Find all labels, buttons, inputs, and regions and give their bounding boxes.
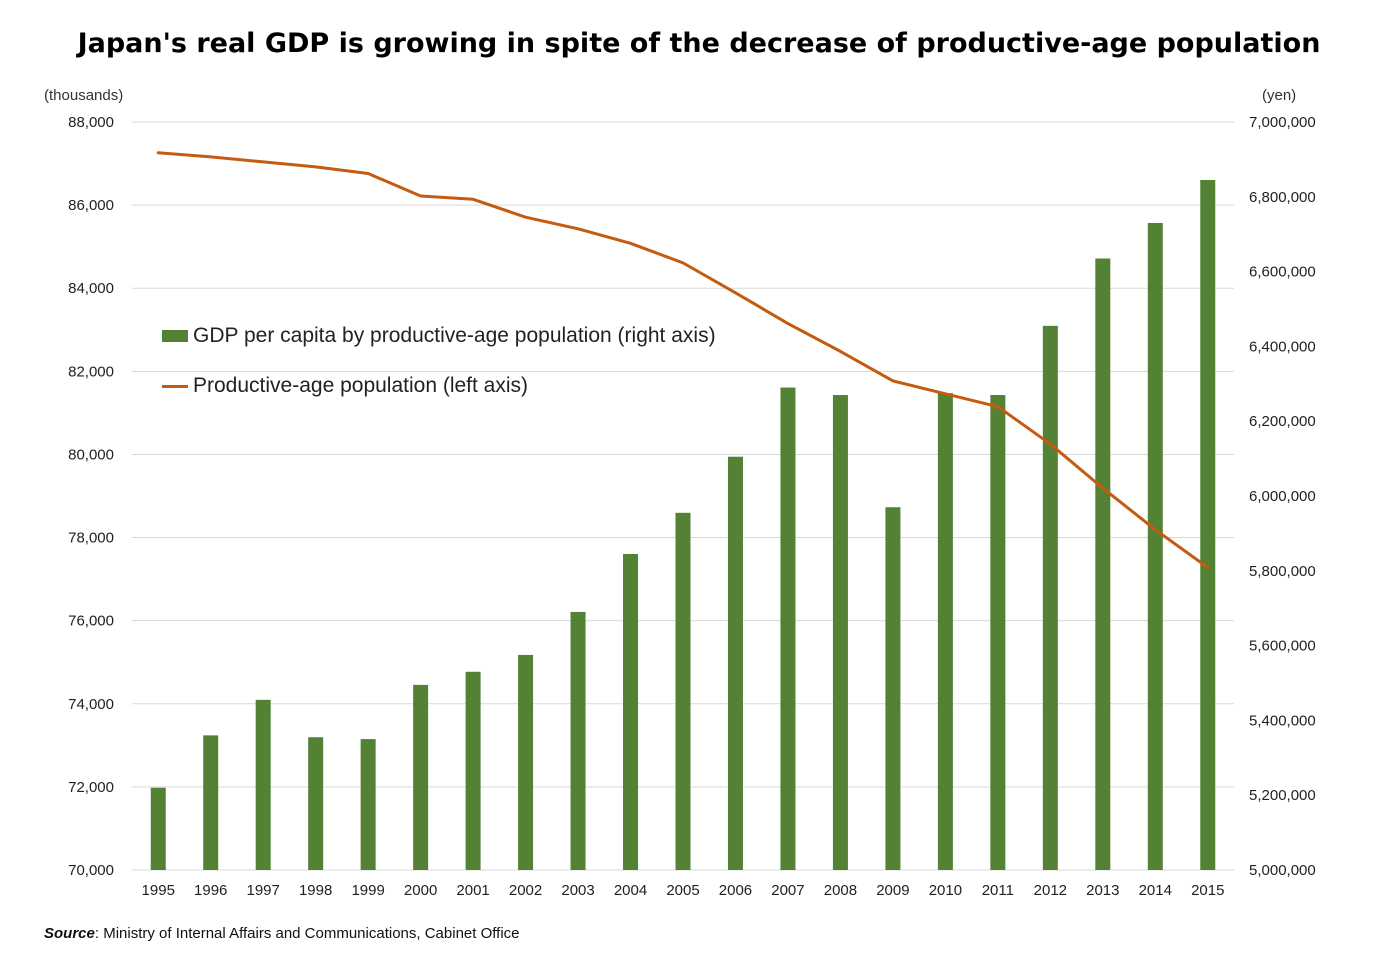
x-tick-label: 2011 (982, 882, 1014, 899)
bar (990, 395, 1006, 870)
bar (1200, 179, 1216, 871)
x-tick-label: 1997 (247, 882, 280, 899)
left-tick-label: 84,000 (68, 280, 114, 297)
right-tick-label: 6,200,000 (1249, 413, 1316, 430)
left-tick-label: 74,000 (68, 696, 114, 713)
x-tick-label: 2000 (404, 882, 437, 899)
x-tick-label: 2009 (876, 882, 909, 899)
bar (885, 507, 901, 870)
right-tick-label: 6,800,000 (1249, 189, 1316, 206)
left-tick-label: 88,000 (68, 114, 114, 131)
x-tick-label: 2014 (1139, 882, 1172, 899)
x-tick-label: 2008 (824, 882, 857, 899)
x-axis-ticks: 1995 1996 1997 1998 1999 2000 2001 2002 2003 2004… (142, 882, 1225, 899)
x-tick-label: 2015 (1191, 882, 1224, 899)
x-tick-label: 1999 (351, 882, 384, 899)
x-tick-label: 1995 (142, 882, 175, 899)
x-tick-label: 2010 (929, 882, 962, 899)
left-tick-label: 82,000 (68, 363, 114, 380)
right-tick-label: 5,800,000 (1249, 563, 1316, 580)
right-tick-label: 5,000,000 (1249, 862, 1316, 879)
x-tick-label: 2003 (561, 882, 594, 899)
x-tick-label: 2006 (719, 882, 752, 899)
right-tick-label: 5,400,000 (1249, 712, 1316, 729)
x-tick-label: 2001 (456, 882, 489, 899)
left-axis-ticks: 70,000 72,000 74,000 76,000 78,000 80,000 82,0… (68, 114, 114, 879)
x-tick-label: 2013 (1086, 882, 1119, 899)
legend-label-gdp: GDP per capita by productive-age populat… (193, 324, 716, 347)
legend-swatch-line (162, 384, 188, 388)
bar (255, 699, 271, 870)
population-line (156, 151, 1210, 569)
legend-item-gdp: GDP per capita by productive-age populat… (162, 324, 716, 348)
left-tick-label: 86,000 (68, 197, 114, 214)
bar (727, 456, 743, 870)
bar (570, 611, 586, 870)
x-tick-label: 2012 (1034, 882, 1067, 899)
legend-item-population: Productive-age population (left axis) (162, 374, 528, 398)
source-note: Source: Ministry of Internal Affairs and… (44, 925, 520, 942)
left-tick-label: 76,000 (68, 613, 114, 630)
left-tick-label: 70,000 (68, 862, 114, 879)
bar (465, 671, 481, 870)
legend-label-population: Productive-age population (left axis) (193, 374, 529, 397)
chart-title: Japan's real GDP is growing in spite of … (77, 28, 1321, 59)
bar (675, 512, 691, 870)
x-tick-label: 2005 (666, 882, 699, 899)
source-text: : Ministry of Internal Affairs and Commu… (94, 925, 520, 942)
right-tick-label: 5,600,000 (1249, 638, 1316, 655)
right-axis-ticks: 5,000,000 5,200,000 5,400,000 5,600,000 5,80… (1249, 114, 1316, 879)
bar (937, 393, 953, 870)
right-tick-label: 6,600,000 (1249, 264, 1316, 281)
bar (1147, 222, 1163, 871)
bar (1095, 258, 1111, 870)
left-axis-unit: (thousands) (44, 87, 124, 104)
bar (623, 553, 639, 870)
x-tick-label: 1998 (299, 882, 332, 899)
bar (308, 737, 324, 870)
bar (360, 739, 376, 870)
line-series (156, 151, 1210, 569)
x-tick-label: 2004 (614, 882, 647, 899)
left-tick-label: 80,000 (68, 446, 114, 463)
x-tick-label: 1996 (194, 882, 227, 899)
bar-series (150, 179, 1216, 871)
right-axis-unit: (yen) (1262, 87, 1297, 104)
legend-swatch-bar (162, 330, 188, 342)
right-tick-label: 6,000,000 (1249, 488, 1316, 505)
right-tick-label: 6,400,000 (1249, 338, 1316, 355)
bar (1042, 325, 1058, 871)
bar (780, 387, 796, 870)
left-tick-label: 78,000 (68, 530, 114, 547)
bar (832, 395, 848, 870)
source-label: Source (44, 925, 95, 942)
right-tick-label: 7,000,000 (1249, 114, 1316, 131)
left-tick-label: 72,000 (68, 779, 114, 796)
bar (518, 654, 534, 870)
bar (413, 684, 429, 870)
right-tick-label: 5,200,000 (1249, 787, 1316, 804)
x-tick-label: 2007 (771, 882, 804, 899)
bar (150, 787, 166, 870)
bar (203, 735, 219, 870)
x-tick-label: 2002 (509, 882, 542, 899)
